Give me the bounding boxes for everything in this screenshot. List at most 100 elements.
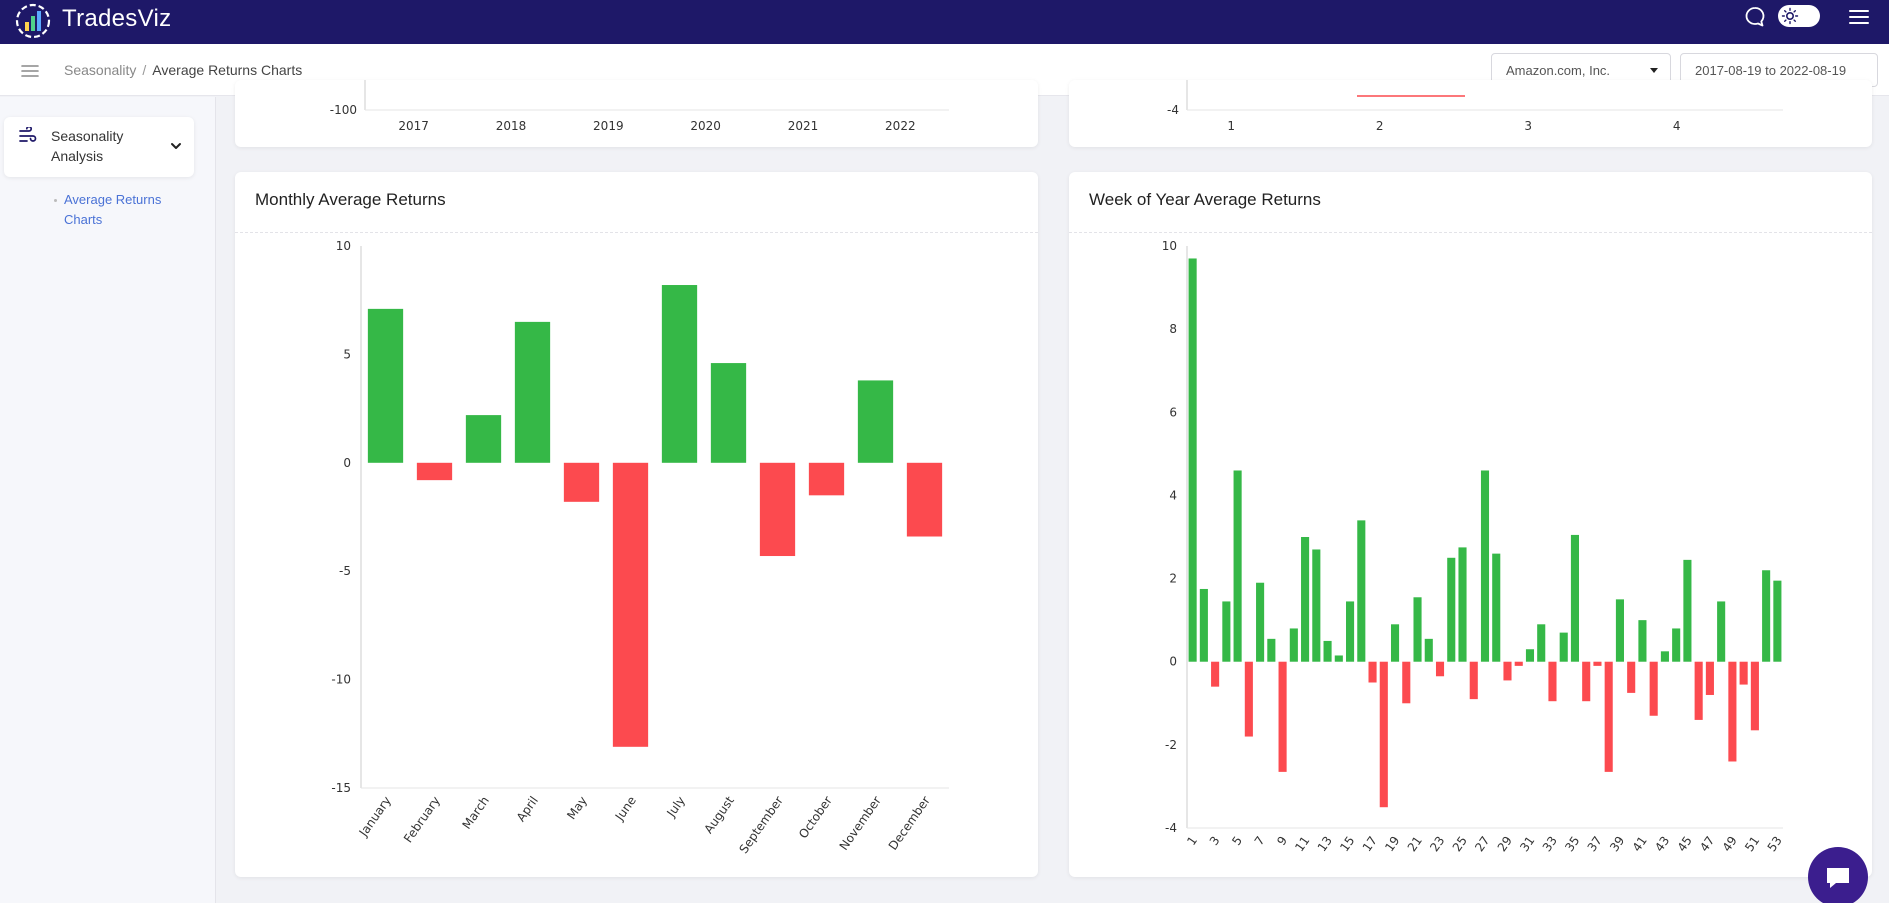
bar-14[interactable] <box>1334 655 1343 662</box>
bar-39[interactable] <box>1615 599 1624 662</box>
bar-50[interactable] <box>1739 661 1748 685</box>
bar-10[interactable] <box>1289 628 1298 662</box>
bar-28[interactable] <box>1492 553 1501 662</box>
bar-4[interactable] <box>1222 601 1231 662</box>
bar-40[interactable] <box>1627 661 1636 693</box>
bar-6[interactable] <box>1244 661 1253 737</box>
bar-December[interactable] <box>906 462 943 537</box>
bar-18[interactable] <box>1379 661 1388 808</box>
bar-20[interactable] <box>1402 661 1411 704</box>
bar-30[interactable] <box>1514 661 1523 666</box>
bar-36[interactable] <box>1582 661 1591 702</box>
x-tick-label: December <box>886 794 933 853</box>
x-tick-label: 2021 <box>788 119 819 133</box>
bar-November[interactable] <box>857 380 894 463</box>
bar-16[interactable] <box>1357 520 1366 662</box>
bar-47[interactable] <box>1705 661 1714 695</box>
chat-icon[interactable] <box>1744 6 1766 28</box>
x-tick-label: April <box>514 794 541 825</box>
seasonality-icon <box>19 127 37 142</box>
theme-toggle[interactable] <box>1778 5 1820 27</box>
bar-43[interactable] <box>1660 651 1669 662</box>
bar-29[interactable] <box>1503 661 1512 681</box>
x-tick-label: 41 <box>1630 834 1650 855</box>
bar-53[interactable] <box>1773 580 1782 662</box>
support-chat-button[interactable] <box>1808 847 1868 903</box>
bar-1[interactable] <box>1188 258 1197 662</box>
y-tick-label: 0 <box>1169 655 1177 669</box>
bar-46[interactable] <box>1694 661 1703 720</box>
bar-48[interactable] <box>1717 601 1726 662</box>
bar-19[interactable] <box>1390 624 1400 662</box>
yearly-chart-card-partial: -100 2017 2018 2019 2020 2021 2022 <box>235 80 1038 147</box>
x-tick-label: July <box>664 794 688 821</box>
y-tick-label: 10 <box>1162 239 1177 253</box>
bar-September[interactable] <box>759 462 796 557</box>
bar-51[interactable] <box>1750 661 1759 731</box>
bar-34[interactable] <box>1559 632 1568 662</box>
bar-24[interactable] <box>1447 557 1456 662</box>
bar-11[interactable] <box>1301 537 1310 662</box>
bar-41[interactable] <box>1638 620 1647 662</box>
brand-name[interactable]: TradesViz <box>62 5 172 32</box>
sidebar-toggle-icon[interactable] <box>20 64 40 78</box>
date-range-value: 2017-08-19 to 2022-08-19 <box>1695 63 1847 78</box>
x-tick-label: 53 <box>1765 834 1785 855</box>
sidebar-item-seasonality-analysis[interactable]: Seasonality Analysis <box>4 117 194 177</box>
bar-32[interactable] <box>1537 624 1546 662</box>
bar-22[interactable] <box>1424 638 1433 662</box>
bar-13[interactable] <box>1323 640 1332 662</box>
bar-May[interactable] <box>563 462 600 502</box>
bar-25[interactable] <box>1458 547 1467 662</box>
bar-27[interactable] <box>1480 470 1490 662</box>
bar-26[interactable] <box>1469 661 1478 700</box>
bar-July[interactable] <box>661 285 698 463</box>
sidebar-item-average-returns-charts[interactable]: Average Returns Charts <box>54 190 194 230</box>
bar-52[interactable] <box>1762 570 1771 662</box>
bar-35[interactable] <box>1570 534 1580 662</box>
bar-38[interactable] <box>1604 661 1613 772</box>
quarter-chart-card-partial: -4 1 2 3 4 <box>1069 80 1872 147</box>
bar-April[interactable] <box>514 321 551 463</box>
x-tick-label: 27 <box>1472 834 1492 855</box>
bar-March[interactable] <box>465 415 502 463</box>
x-tick-label: 43 <box>1652 834 1672 855</box>
bar-7[interactable] <box>1256 582 1265 662</box>
bar-49[interactable] <box>1728 661 1737 762</box>
tradesviz-logo[interactable] <box>14 2 52 40</box>
bar-15[interactable] <box>1346 601 1355 662</box>
bar-August[interactable] <box>710 363 747 463</box>
y-tick-label: 8 <box>1169 322 1177 336</box>
bar-37[interactable] <box>1593 661 1602 666</box>
x-tick-label: February <box>401 794 443 846</box>
bar-12[interactable] <box>1312 549 1321 662</box>
bar-17[interactable] <box>1368 661 1377 683</box>
x-tick-label: 23 <box>1427 834 1447 855</box>
bar-8[interactable] <box>1267 638 1276 662</box>
bar-January[interactable] <box>367 308 404 463</box>
bar-2[interactable] <box>1199 588 1208 662</box>
hamburger-icon[interactable] <box>1848 6 1870 28</box>
bar-45[interactable] <box>1683 559 1692 662</box>
y-tick-label: -4 <box>1165 821 1177 835</box>
bar-23[interactable] <box>1435 661 1445 677</box>
breadcrumb-parent[interactable]: Seasonality <box>64 62 137 78</box>
bar-5[interactable] <box>1233 470 1242 662</box>
bar-44[interactable] <box>1672 628 1681 662</box>
x-tick-label: 1 <box>1184 834 1200 848</box>
chevron-down-icon[interactable] <box>169 139 183 153</box>
x-tick-label: May <box>564 794 590 822</box>
bar-9[interactable] <box>1278 661 1287 772</box>
bar-42[interactable] <box>1649 661 1658 716</box>
bar-33[interactable] <box>1548 661 1557 702</box>
bar-21[interactable] <box>1413 597 1422 662</box>
bar-3[interactable] <box>1211 661 1220 687</box>
sidebar: Seasonality Analysis Average Returns Cha… <box>0 97 216 903</box>
bar-October[interactable] <box>808 462 845 496</box>
x-tick-label: 9 <box>1274 834 1290 848</box>
bar-June[interactable] <box>612 462 649 747</box>
bar-February[interactable] <box>416 462 453 481</box>
bar-31[interactable] <box>1525 649 1535 662</box>
sidebar-section-label: Seasonality Analysis <box>51 128 124 164</box>
